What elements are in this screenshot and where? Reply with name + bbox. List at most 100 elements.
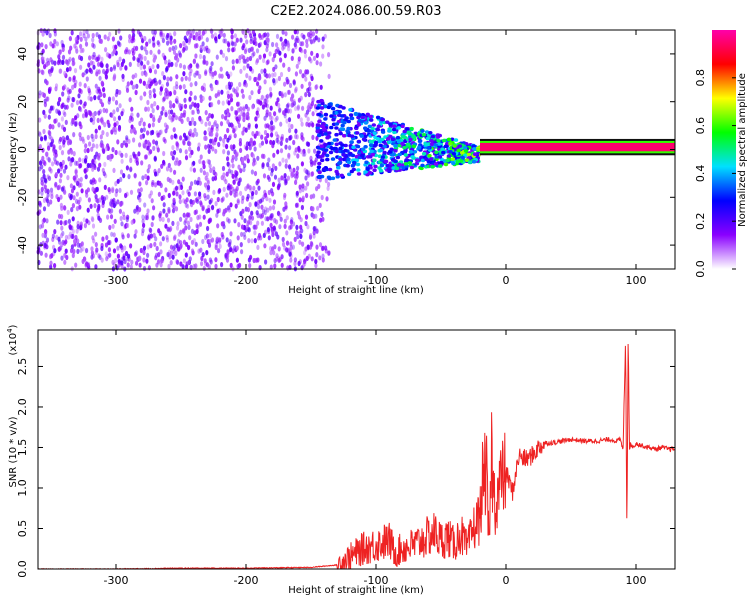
- spectrogram-noise-dot: [171, 179, 175, 185]
- spectrogram-signal-dot: [424, 157, 429, 161]
- spectrogram-noise-dot: [159, 31, 163, 37]
- spectrogram-noise-dot: [269, 213, 273, 219]
- spectrogram-noise-dot: [280, 136, 284, 142]
- spectrogram-noise-dot: [282, 206, 286, 212]
- spectrogram-noise-dot: [69, 45, 73, 51]
- spectrogram-noise-dot: [42, 92, 47, 98]
- spectrogram-noise-dot: [45, 218, 49, 224]
- spectrogram-noise-dot: [86, 147, 90, 154]
- spectrogram-noise-dot: [310, 75, 314, 82]
- spectrogram-noise-dot: [222, 186, 226, 192]
- spectrogram-noise-dot: [175, 185, 179, 191]
- spectrogram-noise-dot: [190, 202, 194, 208]
- spectrogram-noise-dot: [157, 191, 161, 197]
- spectrogram-noise-dot: [181, 176, 185, 182]
- spectrogram-noise-dot: [206, 194, 210, 200]
- spectrogram-noise-dot: [290, 55, 294, 62]
- spectrogram-noise-dot: [148, 68, 153, 74]
- spectrogram-noise-dot: [222, 38, 226, 44]
- spectrogram-noise-dot: [175, 81, 179, 87]
- spectrogram-noise-dot: [230, 28, 234, 34]
- spectrogram-noise-dot: [160, 163, 164, 169]
- snr-x-tick-label: -100: [364, 574, 389, 587]
- spectrogram-noise-dot: [206, 225, 210, 232]
- spectrogram-noise-dot: [216, 223, 220, 229]
- spectrogram-noise-dot: [40, 190, 44, 196]
- spectrogram-noise-dot: [226, 137, 230, 143]
- spectrogram-noise-dot: [151, 29, 155, 35]
- spectrogram-noise-dot: [166, 217, 171, 223]
- spectrogram-noise-dot: [60, 225, 64, 231]
- spectrogram-noise-dot: [79, 99, 83, 105]
- spectrogram-noise-dot: [139, 134, 143, 140]
- spectrogram-noise-dot: [146, 168, 150, 174]
- spectrogram-noise-dot: [111, 147, 115, 153]
- spectrogram-noise-dot: [299, 48, 304, 54]
- spectrogram-noise-dot: [249, 66, 253, 72]
- spectrogram-noise-dot: [59, 68, 63, 74]
- spectrogram-x-tick-label: -300: [104, 274, 129, 287]
- spectrogram-noise-dot: [38, 200, 42, 206]
- spectrogram-noise-dot: [296, 104, 300, 110]
- spectrogram-noise-dot: [47, 175, 52, 181]
- spectrogram-noise-dot: [241, 93, 245, 99]
- spectrogram-noise-dot: [260, 213, 264, 219]
- spectrogram-noise-dot: [210, 86, 214, 92]
- spectrogram-noise-dot: [274, 231, 278, 237]
- spectrogram-noise-dot: [198, 53, 203, 60]
- spectrogram-noise-dot: [71, 84, 75, 90]
- spectrogram-noise-dot: [215, 80, 219, 86]
- spectrogram-noise-dot: [268, 86, 273, 92]
- spectrogram-noise-dot: [52, 144, 56, 150]
- spectrogram-signal-dot: [408, 150, 414, 154]
- spectrogram-noise-dot: [169, 62, 173, 68]
- spectrogram-noise-dot: [215, 126, 219, 132]
- spectrogram-y-tick-label: 40: [16, 47, 29, 61]
- spectrogram-noise-dot: [151, 108, 155, 114]
- spectrogram-noise-dot: [60, 255, 64, 261]
- spectrogram-noise-dot: [306, 170, 310, 176]
- spectrogram-noise-dot: [78, 157, 82, 163]
- spectrogram-noise-dot: [96, 154, 100, 160]
- spectrogram-noise-dot: [89, 203, 93, 209]
- spectrogram-noise-dot: [273, 111, 277, 117]
- spectrogram-noise-dot: [266, 123, 270, 129]
- spectrogram-noise-dot: [301, 105, 305, 111]
- spectrogram-signal-dot: [452, 144, 457, 148]
- spectrogram-noise-dot: [242, 55, 246, 61]
- spectrogram-noise-dot: [125, 47, 129, 53]
- spectrogram-noise-dot: [111, 186, 115, 192]
- spectrogram-signal-dot: [450, 157, 456, 161]
- spectrogram-noise-dot: [291, 48, 295, 54]
- spectrogram-noise-dot: [225, 84, 229, 90]
- spectrogram-noise-dot: [38, 160, 43, 166]
- spectrogram-noise-dot: [100, 257, 104, 263]
- spectrogram-noise-dot: [55, 160, 60, 166]
- snr-panel: -300 -200 -100 0 100 0.00.51.01.52.02.5 Heig…: [6, 324, 676, 596]
- spectrogram-noise-dot: [262, 232, 266, 238]
- spectrogram-noise-dot: [293, 42, 297, 48]
- spectrogram-noise-dot: [287, 122, 291, 129]
- spectrogram-noise-dot: [79, 55, 84, 62]
- spectrogram-noise-dot: [283, 81, 287, 87]
- spectrogram-noise-dot: [132, 137, 136, 143]
- spectrogram-noise-dot: [271, 57, 275, 63]
- spectrogram-noise-dot: [64, 119, 68, 125]
- spectrogram-noise-dot: [225, 192, 229, 198]
- spectrogram-noise-dot: [226, 156, 230, 162]
- spectrogram-noise-dot: [38, 117, 42, 123]
- spectrogram-noise-dot: [263, 129, 268, 136]
- spectrogram-noise-dot: [315, 28, 319, 34]
- spectrogram-noise-dot: [95, 31, 99, 38]
- spectrogram-noise-dot: [198, 116, 202, 122]
- spectrogram-noise-dot: [91, 42, 95, 48]
- spectrogram-noise-dot: [284, 144, 288, 150]
- spectrogram-noise-dot: [292, 100, 297, 106]
- spectrogram-noise-dot: [292, 98, 296, 104]
- spectrogram-noise-dot: [256, 81, 260, 87]
- spectrogram-noise-dot: [180, 76, 184, 82]
- spectrogram-signal-dot: [315, 123, 321, 127]
- spectrogram-noise-dot: [70, 30, 74, 36]
- spectrogram-noise-dot: [164, 59, 168, 65]
- spectrogram-signal-dot: [466, 152, 472, 157]
